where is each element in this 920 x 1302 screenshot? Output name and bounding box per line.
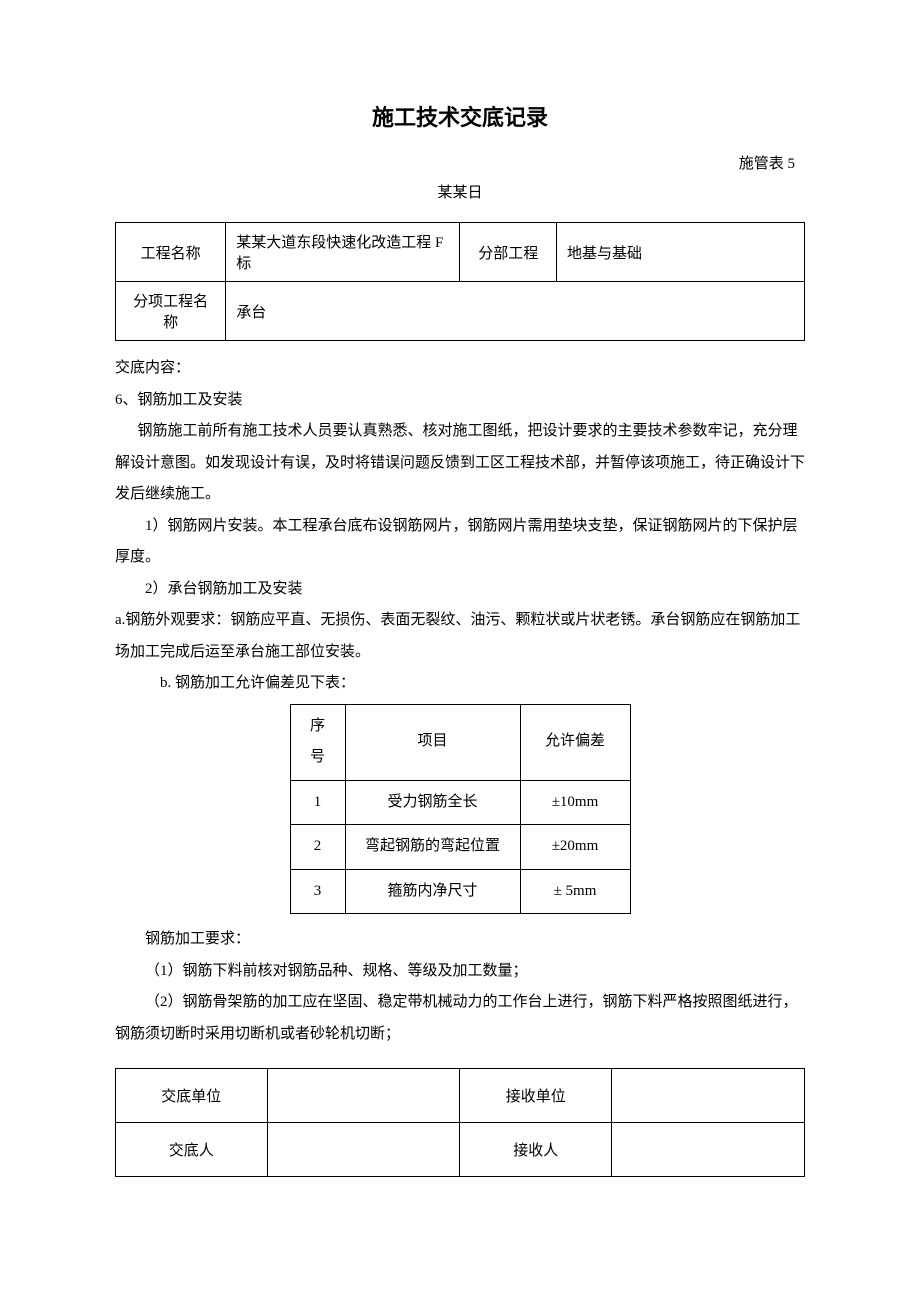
dev-col-no: 序号 — [290, 704, 345, 780]
jiaodi-unit-value — [267, 1069, 460, 1123]
paragraph-7: （1）钢筋下料前核对钢筋品种、规格、等级及加工数量； — [115, 956, 805, 988]
deviation-table: 序号 项目 允许偏差 1 受力钢筋全长 ±10mm 2 弯起钢筋的弯起位置 ±2… — [290, 704, 631, 915]
item-name-label: 分项工程名称 — [116, 282, 226, 341]
jiaodi-person-value — [267, 1123, 460, 1177]
table-row: 交底人 接收人 — [116, 1123, 805, 1177]
jiaodi-unit-label: 交底单位 — [116, 1069, 268, 1123]
table-row: 工程名称 某某大道东段快速化改造工程 F 标 分部工程 地基与基础 — [116, 223, 805, 282]
paragraph-8: （2）钢筋骨架筋的加工应在坚固、稳定带机械动力的工作台上进行，钢筋下料严格按照图… — [115, 987, 805, 1050]
sub-project-value: 地基与基础 — [556, 223, 804, 282]
date-line: 某某日 — [115, 181, 805, 202]
dev-cell-no: 3 — [290, 869, 345, 914]
table-row: 1 受力钢筋全长 ±10mm — [290, 780, 630, 825]
dev-cell-item: 箍筋内净尺寸 — [345, 869, 520, 914]
section-6-label: 6、钢筋加工及安装 — [115, 385, 805, 417]
paragraph-2: 1）钢筋网片安装。本工程承台底布设钢筋网片，钢筋网片需用垫块支垫，保证钢筋网片的… — [115, 511, 805, 574]
project-name-value: 某某大道东段快速化改造工程 F 标 — [226, 223, 460, 282]
jieshou-unit-value — [612, 1069, 805, 1123]
table-row: 分项工程名称 承台 — [116, 282, 805, 341]
paragraph-6: 钢筋加工要求： — [115, 924, 805, 956]
dev-cell-dev: ±20mm — [520, 825, 630, 870]
form-number: 施管表 5 — [115, 152, 805, 173]
table-row: 交底单位 接收单位 — [116, 1069, 805, 1123]
paragraph-4: a.钢筋外观要求：钢筋应平直、无损伤、表面无裂纹、油污、颗粒状或片状老锈。承台钢… — [115, 605, 805, 668]
dev-col-dev: 允许偏差 — [520, 704, 630, 780]
table-row: 序号 项目 允许偏差 — [290, 704, 630, 780]
paragraph-1: 钢筋施工前所有施工技术人员要认真熟悉、核对施工图纸，把设计要求的主要技术参数牢记… — [115, 416, 805, 511]
header-table: 工程名称 某某大道东段快速化改造工程 F 标 分部工程 地基与基础 分项工程名称… — [115, 222, 805, 341]
item-name-value: 承台 — [226, 282, 805, 341]
paragraph-3: 2）承台钢筋加工及安装 — [115, 574, 805, 606]
dev-cell-item: 弯起钢筋的弯起位置 — [345, 825, 520, 870]
footer-table: 交底单位 接收单位 交底人 接收人 — [115, 1068, 805, 1177]
document-title: 施工技术交底记录 — [115, 100, 805, 132]
content-block: 交底内容： 6、钢筋加工及安装 钢筋施工前所有施工技术人员要认真熟悉、核对施工图… — [115, 353, 805, 1050]
jieshou-person-value — [612, 1123, 805, 1177]
dev-cell-item: 受力钢筋全长 — [345, 780, 520, 825]
paragraph-5: b. 钢筋加工允许偏差见下表： — [115, 668, 805, 700]
dev-cell-no: 2 — [290, 825, 345, 870]
jiaodi-person-label: 交底人 — [116, 1123, 268, 1177]
table-row: 3 箍筋内净尺寸 ± 5mm — [290, 869, 630, 914]
project-name-label: 工程名称 — [116, 223, 226, 282]
table-row: 2 弯起钢筋的弯起位置 ±20mm — [290, 825, 630, 870]
dev-cell-no: 1 — [290, 780, 345, 825]
dev-col-item: 项目 — [345, 704, 520, 780]
dev-cell-dev: ±10mm — [520, 780, 630, 825]
jieshou-person-label: 接收人 — [460, 1123, 612, 1177]
jieshou-unit-label: 接收单位 — [460, 1069, 612, 1123]
intro-label: 交底内容： — [115, 353, 805, 385]
sub-project-label: 分部工程 — [460, 223, 556, 282]
dev-cell-dev: ± 5mm — [520, 869, 630, 914]
